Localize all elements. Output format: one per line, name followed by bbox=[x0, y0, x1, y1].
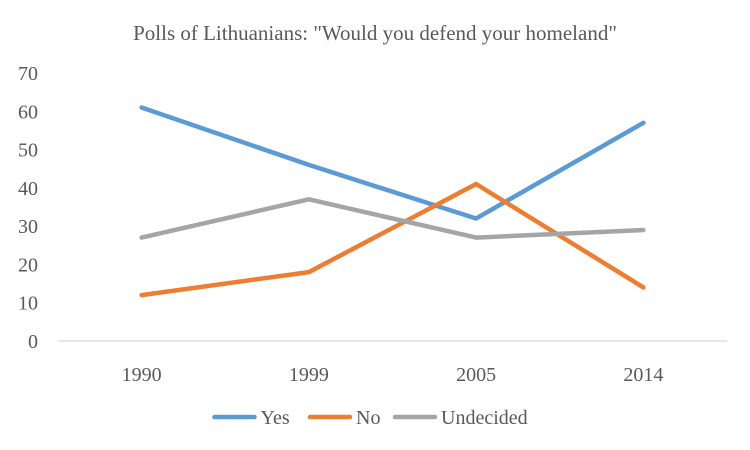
x-tick-label: 1990 bbox=[122, 364, 162, 386]
y-tick-label: 0 bbox=[28, 331, 38, 353]
series-line-yes bbox=[139, 105, 646, 221]
y-axis: 0 10 20 30 40 50 60 70 bbox=[18, 63, 38, 353]
x-tick-label: 2005 bbox=[456, 364, 496, 386]
series-line-undecided bbox=[139, 197, 646, 240]
x-tick-label: 2014 bbox=[623, 364, 663, 386]
legend-item-yes: Yes bbox=[212, 407, 290, 429]
legend-label: Undecided bbox=[441, 407, 528, 429]
chart-title: Polls of Lithuanians: "Would you defend … bbox=[133, 21, 617, 45]
x-axis: 1990 1999 2005 2014 bbox=[58, 340, 727, 386]
y-tick-label: 40 bbox=[18, 178, 38, 200]
x-tick-label: 1999 bbox=[289, 364, 329, 386]
y-tick-label: 70 bbox=[18, 63, 38, 85]
legend-item-undecided: Undecided bbox=[392, 407, 528, 429]
y-tick-label: 30 bbox=[18, 216, 38, 238]
plot-area bbox=[139, 105, 646, 298]
y-tick-label: 60 bbox=[18, 101, 38, 123]
series-line-no bbox=[139, 181, 646, 298]
y-tick-label: 20 bbox=[18, 254, 38, 276]
legend-label: No bbox=[356, 407, 380, 429]
y-tick-label: 50 bbox=[18, 140, 38, 162]
legend-item-no: No bbox=[307, 407, 380, 429]
legend: Yes No Undecided bbox=[212, 407, 528, 429]
legend-label: Yes bbox=[261, 407, 290, 429]
y-tick-label: 10 bbox=[18, 293, 38, 315]
